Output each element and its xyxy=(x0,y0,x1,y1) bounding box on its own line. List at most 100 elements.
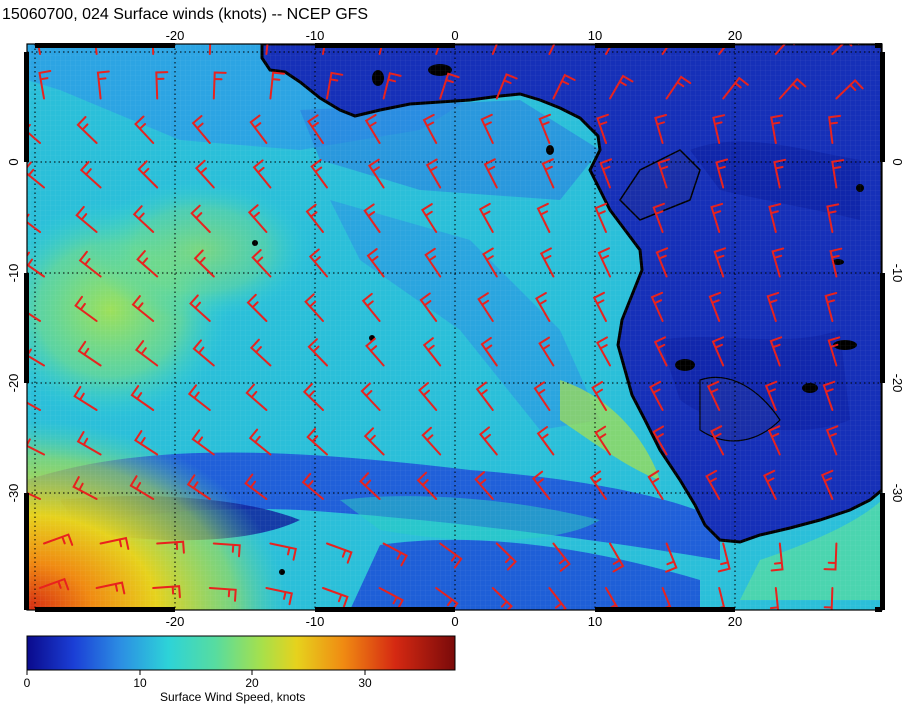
wind-barb xyxy=(212,542,241,558)
wind-barb xyxy=(665,542,678,573)
wind-barb xyxy=(596,336,611,367)
wind-barb xyxy=(186,474,211,500)
colorbar-tick-label: 10 xyxy=(133,676,147,690)
wind-barb xyxy=(770,114,784,144)
lon-label-bottom: 0 xyxy=(451,614,458,629)
wind-barb xyxy=(722,76,749,100)
wind-barb xyxy=(265,587,293,606)
wind-barb xyxy=(770,542,784,572)
wind-barb xyxy=(820,469,834,500)
wind-barb xyxy=(27,393,41,411)
wind-barb xyxy=(652,202,665,233)
wind-barb xyxy=(39,577,70,591)
wind-barb xyxy=(301,472,324,500)
wind-barb xyxy=(134,430,159,456)
wind-barb xyxy=(710,202,724,233)
wind-barb xyxy=(131,295,155,322)
wind-barb xyxy=(265,44,269,55)
lat-label-left: -30 xyxy=(6,484,21,503)
wind-barb xyxy=(38,70,52,100)
wind-barbs xyxy=(27,44,864,610)
wind-barb xyxy=(477,292,494,322)
wind-barb xyxy=(307,114,324,144)
wind-barb xyxy=(495,73,518,100)
wind-barb xyxy=(599,158,612,189)
wind-barb xyxy=(767,425,781,456)
wind-barb xyxy=(134,115,155,144)
wind-barb xyxy=(647,470,664,500)
wind-barb xyxy=(193,249,215,278)
wind-barb xyxy=(825,425,839,456)
wind-barb xyxy=(189,294,211,322)
wind-barb xyxy=(541,158,555,189)
wind-barb xyxy=(425,158,442,189)
wind-barb xyxy=(768,203,782,233)
wind-barb xyxy=(474,471,494,500)
wind-barb xyxy=(27,161,45,189)
wind-barb xyxy=(711,336,725,367)
wind-barb xyxy=(482,247,498,278)
wind-barb xyxy=(536,202,551,233)
wind-barb xyxy=(136,250,159,278)
wind-barb xyxy=(653,336,668,367)
colorbar-tick-label: 30 xyxy=(358,676,372,690)
wind-barb xyxy=(495,542,517,571)
wind-barb xyxy=(650,291,664,322)
wind-barb xyxy=(712,114,726,144)
wind-barb xyxy=(79,160,102,189)
wind-barb xyxy=(76,116,98,144)
wind-barb xyxy=(378,587,404,610)
wind-barb xyxy=(773,158,787,189)
wind-barb xyxy=(424,247,442,278)
map-plot-area xyxy=(27,44,882,610)
wind-barb xyxy=(249,114,268,144)
wind-barb xyxy=(826,203,840,233)
wind-barb xyxy=(827,336,841,367)
colorbar-tick-label: 0 xyxy=(24,676,31,690)
wind-barb xyxy=(823,542,838,571)
lat-label-right: -20 xyxy=(890,374,905,393)
lon-label-bottom: -20 xyxy=(166,614,185,629)
lon-label-top: -10 xyxy=(306,28,325,43)
wind-barb xyxy=(361,292,381,322)
wind-barb xyxy=(304,293,324,322)
wind-barb xyxy=(491,44,498,55)
wind-barb xyxy=(778,77,807,100)
wind-barb xyxy=(306,427,328,456)
wind-barb xyxy=(589,470,607,500)
map-border-scale xyxy=(24,43,885,612)
wind-barb xyxy=(212,71,227,100)
wind-barb xyxy=(594,202,607,233)
lat-label-left: 0 xyxy=(6,158,21,165)
wind-barb xyxy=(99,536,130,550)
wind-barb xyxy=(95,581,126,595)
wind-barb xyxy=(771,247,785,278)
wind-barb xyxy=(366,248,385,278)
wind-barb xyxy=(364,114,381,144)
lon-label-bottom: 20 xyxy=(728,614,742,629)
colorbar-label: Surface Wind Speed, knots xyxy=(160,690,306,704)
wind-barb xyxy=(828,114,842,144)
wind-barb xyxy=(478,426,498,456)
wind-barb xyxy=(710,425,725,456)
wind-barb xyxy=(191,115,211,144)
wind-barb xyxy=(363,427,385,456)
wind-barb xyxy=(421,203,438,233)
wind-barb xyxy=(552,542,571,572)
wind-barb xyxy=(538,113,551,144)
wind-barb xyxy=(416,471,438,500)
wind-barb xyxy=(835,78,864,100)
wind-barb xyxy=(609,542,625,573)
wind-barb xyxy=(422,337,442,367)
wind-barb xyxy=(73,385,98,411)
wind-barb xyxy=(491,587,513,610)
wind-barb xyxy=(439,542,463,569)
wind-barb xyxy=(597,247,611,278)
wind-barb xyxy=(310,159,328,189)
graticule xyxy=(27,44,882,610)
wind-barb xyxy=(305,203,324,233)
wind-barb xyxy=(539,247,555,278)
wind-barb xyxy=(422,113,438,144)
wind-barb xyxy=(652,425,668,456)
